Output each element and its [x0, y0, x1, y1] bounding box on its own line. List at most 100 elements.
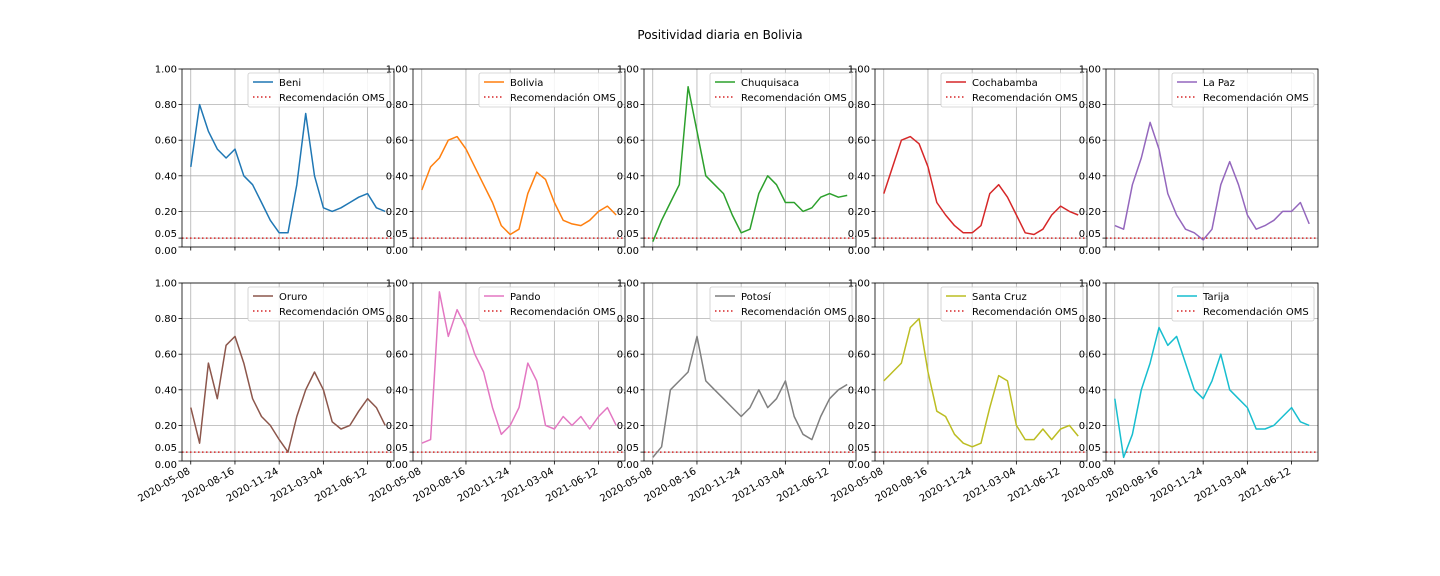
y-tick-label: 1.00	[1079, 65, 1101, 76]
y-tick-label: 0.05	[848, 443, 870, 454]
series-line	[883, 135, 1079, 236]
y-tick-label: 0.80	[155, 314, 177, 325]
series-line	[883, 317, 1079, 448]
y-tick-label: 0.20	[848, 421, 870, 432]
legend-box	[709, 72, 853, 108]
legend-label: Pando	[510, 292, 541, 303]
series-line	[652, 86, 848, 242]
y-tick-label: 0.20	[155, 207, 177, 218]
y-tick-label: 0.60	[848, 350, 870, 361]
y-tick-label: 0.20	[617, 421, 639, 432]
axes-frame	[1105, 282, 1319, 462]
series-line	[190, 335, 386, 453]
y-tick-label: 0.80	[617, 100, 639, 111]
y-tick-label: 0.80	[386, 314, 408, 325]
legend-label: Bolivia	[510, 78, 543, 89]
y-tick-label: 1.00	[848, 65, 870, 76]
axes-frame	[874, 68, 1088, 248]
y-tick-label: 0.05	[155, 443, 177, 454]
y-tick-label: 0.05	[386, 443, 408, 454]
legend-label-reference: Recomendación OMS	[1203, 306, 1309, 318]
y-tick-label: 0.60	[386, 136, 408, 147]
y-tick-label: 0.80	[848, 100, 870, 111]
y-tick-label: 0.40	[848, 385, 870, 396]
y-tick-label: 1.00	[386, 65, 408, 76]
y-tick-label: 0.60	[1079, 350, 1101, 361]
y-tick-label: 1.00	[848, 279, 870, 290]
y-tick-label: 0.05	[848, 229, 870, 240]
axes-frame	[181, 68, 395, 248]
panel-cochabamba: 0.00 0.05 0.20 0.40 0.60 0.80 1.00 Cochabamba Re…	[848, 65, 1088, 257]
y-tick-label: 1.00	[155, 279, 177, 290]
legend-label-reference: Recomendación OMS	[972, 306, 1078, 318]
legend-box	[709, 286, 853, 322]
y-tick-label: 0.20	[155, 421, 177, 432]
legend-box	[247, 72, 391, 108]
legend-label: Santa Cruz	[972, 292, 1027, 303]
y-tick-label: 0.00	[848, 460, 870, 471]
y-tick-label: 0.80	[1079, 314, 1101, 325]
axes-frame	[412, 282, 626, 462]
axes-frame	[874, 282, 1088, 462]
y-tick-label: 0.60	[617, 136, 639, 147]
figure-title: Positividad diaria en Bolivia	[637, 28, 802, 42]
legend-box	[940, 72, 1084, 108]
series-line	[421, 135, 617, 236]
y-tick-label: 0.05	[155, 229, 177, 240]
y-tick-label: 0.60	[617, 350, 639, 361]
y-tick-label: 0.40	[386, 171, 408, 182]
axes-frame	[412, 68, 626, 248]
y-tick-label: 0.00	[155, 460, 177, 471]
y-tick-label: 0.40	[386, 385, 408, 396]
legend-label: Oruro	[279, 292, 307, 303]
legend-box	[478, 286, 622, 322]
panel-bolivia: 0.00 0.05 0.20 0.40 0.60 0.80 1.00 Bolivia Recom…	[386, 65, 626, 257]
series-line	[1114, 326, 1310, 459]
series-line	[190, 103, 386, 234]
y-tick-label: 0.80	[617, 314, 639, 325]
panel-la-paz: 0.00 0.05 0.20 0.40 0.60 0.80 1.00 La Paz Recome…	[1079, 65, 1319, 257]
y-tick-label: 0.80	[155, 100, 177, 111]
legend-label-reference: Recomendación OMS	[279, 92, 385, 104]
y-tick-label: 0.40	[617, 385, 639, 396]
y-tick-label: 0.60	[848, 136, 870, 147]
y-tick-label: 0.00	[386, 460, 408, 471]
y-tick-label: 0.20	[848, 207, 870, 218]
y-tick-label: 0.40	[617, 171, 639, 182]
y-tick-label: 0.20	[1079, 421, 1101, 432]
y-tick-label: 0.00	[617, 246, 639, 257]
axes-frame	[181, 282, 395, 462]
legend-label-reference: Recomendación OMS	[510, 306, 616, 318]
y-tick-label: 0.20	[386, 207, 408, 218]
y-tick-label: 0.05	[1079, 443, 1101, 454]
y-tick-label: 0.60	[386, 350, 408, 361]
panel-beni: 0.00 0.05 0.20 0.40 0.60 0.80 1.00 Beni Recomend…	[155, 65, 395, 257]
y-tick-label: 0.80	[848, 314, 870, 325]
axes-frame	[643, 68, 857, 248]
y-tick-label: 0.80	[1079, 100, 1101, 111]
legend-box	[940, 286, 1084, 322]
legend-label-reference: Recomendación OMS	[972, 92, 1078, 104]
legend-label: Tarija	[1202, 292, 1229, 303]
y-tick-label: 0.40	[1079, 385, 1101, 396]
y-tick-label: 0.40	[1079, 171, 1101, 182]
y-tick-label: 1.00	[617, 65, 639, 76]
legend-label-reference: Recomendación OMS	[510, 92, 616, 104]
legend-label: La Paz	[1203, 78, 1235, 89]
y-tick-label: 0.00	[1079, 460, 1101, 471]
legend-label-reference: Recomendación OMS	[741, 92, 847, 104]
y-tick-label: 1.00	[386, 279, 408, 290]
y-tick-label: 0.60	[155, 136, 177, 147]
legend-label-reference: Recomendación OMS	[1203, 92, 1309, 104]
y-tick-label: 0.05	[617, 229, 639, 240]
y-tick-label: 0.20	[1079, 207, 1101, 218]
series-line	[1114, 121, 1310, 241]
y-tick-label: 0.05	[617, 443, 639, 454]
legend-label: Cochabamba	[972, 78, 1038, 89]
series-line	[652, 335, 848, 458]
y-tick-label: 0.40	[155, 385, 177, 396]
y-tick-label: 0.40	[848, 171, 870, 182]
y-tick-label: 0.40	[155, 171, 177, 182]
legend-label-reference: Recomendación OMS	[279, 306, 385, 318]
